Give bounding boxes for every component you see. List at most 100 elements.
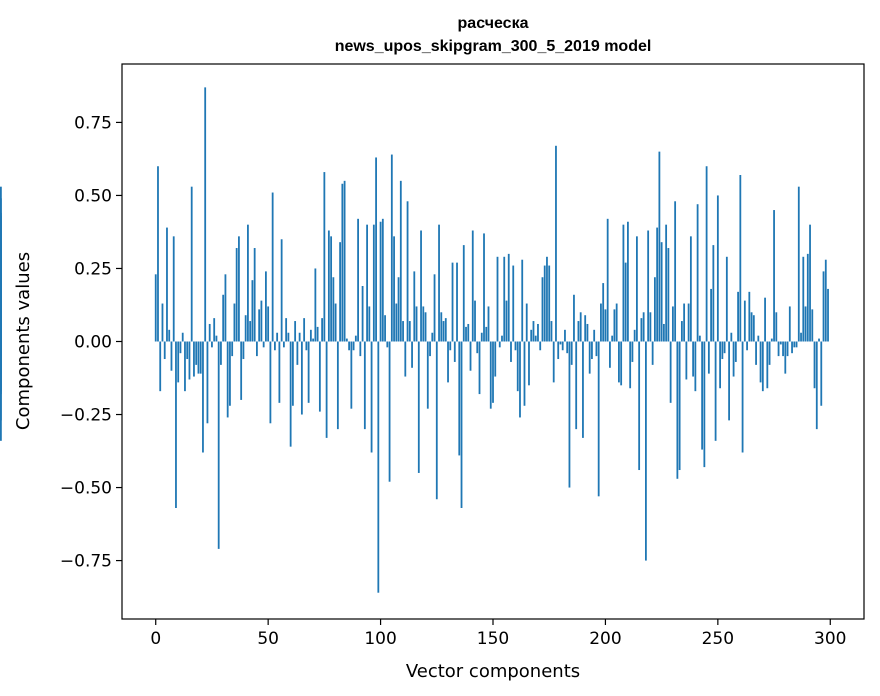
bar (676, 341, 679, 479)
bar (528, 341, 530, 386)
bar (186, 341, 189, 360)
bar (204, 87, 207, 342)
bar (795, 341, 798, 348)
bar (579, 312, 582, 342)
bar (622, 224, 625, 342)
bar (388, 341, 391, 482)
bar (662, 323, 665, 342)
bar (573, 294, 575, 342)
bar (721, 341, 724, 360)
y-tick-label: 0.00 (74, 333, 112, 353)
bar (274, 341, 276, 351)
bar (707, 341, 710, 374)
bar (377, 341, 380, 593)
bar (334, 303, 337, 342)
bar (649, 312, 652, 342)
bar (318, 341, 321, 412)
bar (689, 236, 692, 342)
bar (782, 341, 784, 357)
bar (604, 309, 607, 342)
bar (510, 341, 512, 362)
bar (215, 335, 218, 342)
bar (759, 341, 762, 383)
bar (217, 341, 220, 549)
bar (503, 256, 506, 342)
bar (669, 341, 672, 403)
bar (314, 268, 317, 342)
bar (267, 306, 270, 342)
bar (269, 341, 272, 424)
bar (714, 341, 717, 441)
bar (359, 341, 362, 357)
bar (719, 341, 721, 389)
bar (627, 221, 629, 342)
bar (422, 306, 425, 342)
bar (197, 341, 200, 374)
bar (195, 341, 198, 365)
bar (815, 341, 818, 430)
bar (613, 309, 616, 342)
bar (748, 291, 751, 342)
y-tick-label: 0.25 (74, 259, 112, 279)
bar (615, 303, 618, 342)
bar (0, 250, 2, 342)
bar (501, 335, 503, 342)
bar (757, 335, 760, 342)
bar (811, 309, 814, 342)
bar (226, 341, 229, 418)
bar (775, 312, 778, 342)
bar (570, 341, 573, 365)
bar (0, 341, 2, 374)
bar (629, 341, 632, 389)
bar (168, 329, 171, 342)
bar (211, 341, 213, 348)
bar (786, 341, 789, 357)
bar (546, 256, 548, 342)
bar (453, 341, 456, 362)
bar (262, 341, 265, 348)
bar (276, 332, 279, 342)
bar (285, 318, 288, 342)
x-tick-label: 100 (364, 629, 396, 649)
bar (426, 341, 429, 409)
bar (316, 326, 319, 342)
bar (395, 303, 398, 342)
bar (525, 303, 528, 342)
bar (471, 230, 474, 342)
bar (440, 312, 443, 342)
bar (242, 341, 245, 360)
y-tick-label: 0.50 (74, 186, 112, 206)
bar (399, 180, 402, 342)
bar (703, 341, 706, 468)
bar (548, 265, 551, 342)
bar (755, 341, 757, 365)
bar (278, 341, 281, 403)
bar (244, 315, 247, 342)
bar (770, 338, 773, 342)
bar (307, 341, 310, 403)
bar (467, 323, 470, 342)
bar (804, 306, 807, 342)
bar (595, 341, 598, 357)
bar (256, 341, 258, 357)
bar (701, 341, 704, 450)
bar (361, 286, 364, 342)
bar (813, 341, 816, 389)
bar (222, 294, 225, 342)
bar (444, 318, 447, 342)
bar (768, 341, 771, 365)
bar (620, 341, 623, 386)
bar (591, 341, 593, 360)
bar (633, 329, 636, 342)
bar (555, 145, 557, 342)
bar (309, 329, 312, 342)
bar (788, 306, 791, 342)
x-tick-label: 200 (589, 629, 621, 649)
y-tick-label: −0.25 (60, 406, 112, 426)
bar (451, 262, 454, 342)
bar (300, 341, 303, 415)
bar (408, 321, 411, 342)
chart-subtitle: news_upos_skipgram_300_5_2019 model (335, 38, 652, 55)
